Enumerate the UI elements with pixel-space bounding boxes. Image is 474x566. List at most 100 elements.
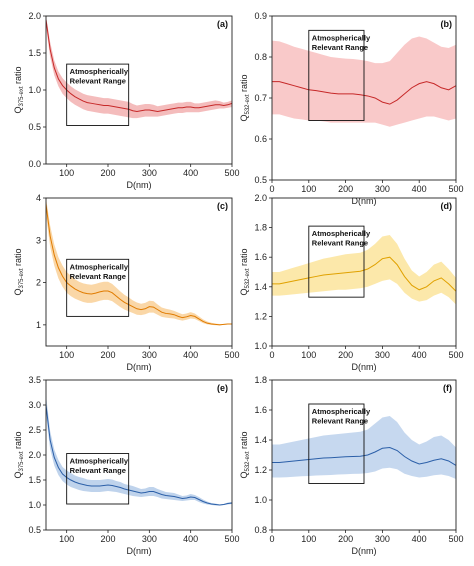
x-tick-label: 300: [142, 168, 157, 178]
x-tick-label: 200: [100, 168, 115, 178]
x-tick-label: 200: [100, 534, 115, 544]
relevant-range-box: [66, 453, 130, 505]
y-axis-title: Q532-ext ratio: [239, 431, 251, 478]
y-tick-label: 0.0: [28, 159, 41, 169]
x-tick-label: 100: [301, 534, 316, 544]
y-tick-label: 0.5: [254, 175, 267, 185]
relevant-range-label: Atmospherically: [70, 457, 129, 466]
y-tick-label: 3: [36, 235, 41, 245]
x-tick-label: 500: [224, 350, 239, 360]
x-tick-label: 200: [338, 534, 353, 544]
relevant-range-box: [66, 63, 130, 126]
plot-area: [46, 395, 232, 506]
relevant-range-label: Relevant Range: [70, 272, 126, 281]
x-axis-title: D(nm): [127, 180, 152, 190]
relevant-range-box: [308, 403, 365, 484]
x-tick-label: 500: [448, 534, 463, 544]
x-tick-label: 400: [183, 534, 198, 544]
x-tick-label: 400: [412, 350, 427, 360]
relevant-range-label: Relevant Range: [70, 77, 126, 86]
y-tick-label: 2.0: [28, 450, 41, 460]
panel-label: (e): [217, 383, 228, 393]
relevant-range-label: Atmospherically: [70, 67, 129, 76]
x-tick-label: 300: [375, 350, 390, 360]
x-axis-title: D(nm): [352, 546, 377, 556]
x-tick-label: 400: [183, 168, 198, 178]
y-tick-label: 2.0: [28, 11, 41, 21]
y-tick-label: 0.8: [254, 525, 267, 535]
relevant-range-label: Atmospherically: [312, 33, 371, 42]
x-tick-label: 500: [224, 168, 239, 178]
panel-label: (c): [217, 201, 228, 211]
x-tick-label: 300: [142, 534, 157, 544]
y-tick-label: 1.6: [254, 405, 267, 415]
series-line: [46, 204, 232, 326]
x-tick-label: 300: [375, 534, 390, 544]
x-tick-label: 400: [412, 534, 427, 544]
y-tick-label: 4: [36, 193, 41, 203]
uncertainty-band: [46, 16, 232, 119]
y-tick-label: 0.7: [254, 93, 267, 103]
plot-area: [46, 16, 232, 119]
panel-label: (a): [217, 19, 228, 29]
y-tick-label: 1.8: [254, 375, 267, 385]
x-tick-label: 500: [224, 534, 239, 544]
x-tick-label: 300: [142, 350, 157, 360]
panel-label: (b): [441, 19, 453, 29]
y-tick-label: 0.6: [254, 134, 267, 144]
x-tick-label: 100: [59, 534, 74, 544]
y-tick-label: 1.5: [28, 475, 41, 485]
y-tick-label: 0.9: [254, 11, 267, 21]
relevant-range-label: Atmospherically: [70, 262, 129, 271]
y-axis-title: Q375-ext ratio: [13, 66, 25, 113]
x-tick-label: 500: [448, 350, 463, 360]
relevant-range-label: Relevant Range: [312, 239, 368, 248]
x-tick-label: 400: [183, 350, 198, 360]
x-tick-label: 100: [59, 350, 74, 360]
plot-frame: [45, 197, 233, 347]
plot-frame: [45, 379, 233, 531]
y-tick-label: 3.5: [28, 375, 41, 385]
y-tick-label: 1.6: [254, 252, 267, 262]
y-tick-label: 2.5: [28, 425, 41, 435]
y-tick-label: 0.5: [28, 122, 41, 132]
y-tick-label: 0.8: [254, 52, 267, 62]
relevant-range-label: Atmospherically: [312, 407, 371, 416]
y-tick-label: 2.0: [254, 193, 267, 203]
x-tick-label: 100: [59, 168, 74, 178]
y-tick-label: 2: [36, 278, 41, 288]
y-tick-label: 3.0: [28, 400, 41, 410]
y-tick-label: 1.5: [28, 48, 41, 58]
y-tick-label: 1.0: [28, 85, 41, 95]
uncertainty-band: [46, 395, 232, 506]
y-axis-title: Q375-ext ratio: [13, 431, 25, 478]
y-axis-title: Q532-ext ratio: [239, 74, 251, 121]
x-axis-title: D(nm): [352, 362, 377, 372]
series-line: [46, 19, 232, 112]
y-tick-label: 1.0: [28, 500, 41, 510]
y-axis-title: Q375-ext ratio: [13, 248, 25, 295]
x-tick-label: 200: [338, 350, 353, 360]
x-tick-label: 0: [269, 534, 274, 544]
y-tick-label: 1.0: [254, 341, 267, 351]
panel-label: (d): [441, 201, 453, 211]
x-tick-label: 200: [338, 184, 353, 194]
relevant-range-label: Relevant Range: [312, 417, 368, 426]
relevant-range-label: Atmospherically: [312, 229, 371, 238]
relevant-range-label: Relevant Range: [70, 466, 126, 475]
plot-area: [46, 198, 232, 326]
y-tick-label: 1.2: [254, 311, 267, 321]
y-tick-label: 0.5: [28, 525, 41, 535]
y-tick-label: 1: [36, 320, 41, 330]
x-axis-title: D(nm): [127, 546, 152, 556]
y-tick-label: 1.8: [254, 223, 267, 233]
x-axis-title: D(nm): [352, 196, 377, 206]
x-tick-label: 500: [448, 184, 463, 194]
x-axis-title: D(nm): [127, 362, 152, 372]
